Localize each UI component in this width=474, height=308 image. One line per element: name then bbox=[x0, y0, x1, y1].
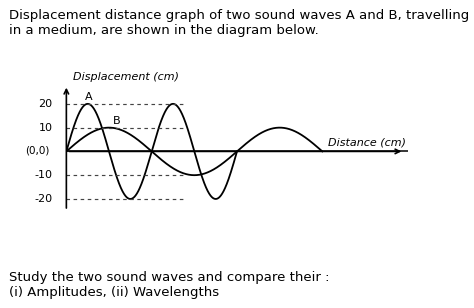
Text: Distance (cm): Distance (cm) bbox=[328, 138, 406, 148]
Text: Displacement distance graph of two sound waves A and B, travelling
in a medium, : Displacement distance graph of two sound… bbox=[9, 9, 470, 37]
Text: (0,0): (0,0) bbox=[25, 145, 49, 155]
Text: -20: -20 bbox=[35, 194, 53, 204]
Text: A: A bbox=[85, 92, 93, 102]
Text: -10: -10 bbox=[35, 170, 53, 180]
Text: 10: 10 bbox=[39, 123, 53, 133]
Text: Study the two sound waves and compare their :
(i) Amplitudes, (ii) Wavelengths: Study the two sound waves and compare th… bbox=[9, 271, 330, 299]
Text: 20: 20 bbox=[38, 99, 53, 109]
Text: B: B bbox=[112, 116, 120, 126]
Text: Displacement (cm): Displacement (cm) bbox=[73, 72, 179, 83]
